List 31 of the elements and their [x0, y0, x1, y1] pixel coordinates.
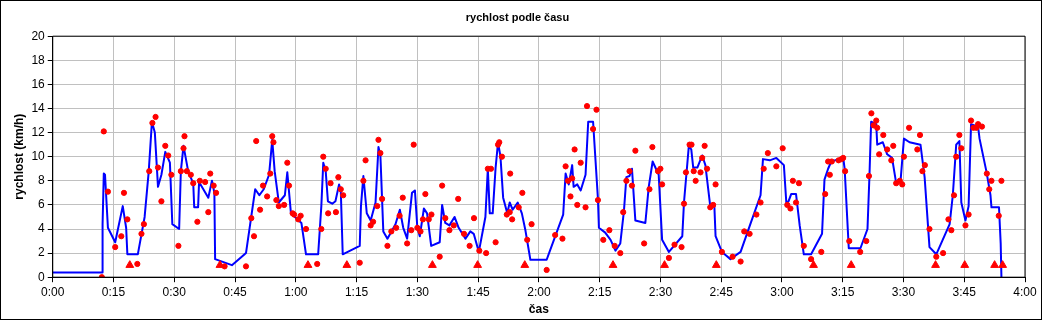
x-tick-label: 3:15 [831, 284, 855, 299]
x-tick-label: 0:30 [162, 284, 187, 299]
y-axis-title: rychlost (km/h) [11, 113, 26, 200]
x-tick-label: 0:00 [41, 284, 65, 299]
y-tick-label: 20 [31, 28, 46, 43]
y-tick-label: 8 [38, 173, 46, 188]
y-tick-label: 12 [31, 124, 46, 139]
x-tick-label: 2:00 [527, 284, 551, 299]
x-tick-label: 2:15 [587, 284, 612, 299]
x-tick-label: 3:00 [770, 284, 794, 299]
y-tick-label: 6 [38, 197, 46, 212]
x-tick-label: 2:45 [709, 284, 734, 299]
x-tick-label: 0:45 [223, 284, 248, 299]
y-tick-label: 2 [38, 245, 46, 260]
y-tick-label: 14 [31, 100, 46, 115]
x-tick-label: 1:45 [466, 284, 491, 299]
y-tick-label: 18 [31, 52, 46, 67]
y-tick-label: 0 [38, 269, 46, 284]
x-tick-label: 0:15 [101, 284, 126, 299]
chart-title: rychlost podle času [465, 10, 570, 23]
x-tick-label: 1:30 [405, 284, 430, 299]
y-tick-label: 4 [38, 221, 46, 236]
x-axis-title: čas [528, 302, 550, 317]
x-tick-label: 2:30 [648, 284, 673, 299]
y-tick-label: 16 [31, 76, 46, 91]
x-tick-label: 1:15 [344, 284, 369, 299]
y-tick-label: 10 [31, 149, 46, 164]
x-tick-label: 3:45 [952, 284, 977, 299]
x-tick-label: 1:00 [284, 284, 308, 299]
x-tick-label: 4:00 [1013, 284, 1037, 299]
x-tick-label: 3:30 [891, 284, 916, 299]
